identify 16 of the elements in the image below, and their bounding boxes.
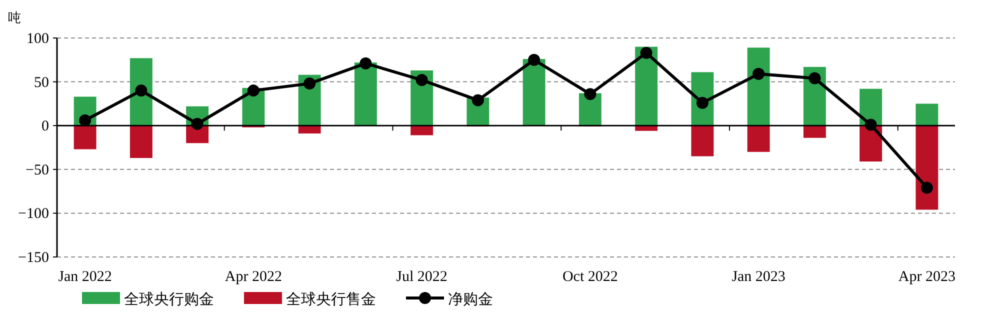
- x-tick-label: Apr 2022: [224, 269, 282, 285]
- y-tick-label: −100: [18, 206, 49, 222]
- x-tick-label: Jan 2022: [58, 269, 112, 285]
- y-tick-label: −150: [18, 250, 49, 266]
- y-tick-label: 0: [42, 118, 49, 135]
- x-tick-label: Jul 2022: [396, 269, 448, 285]
- legend-label: 净购金: [448, 290, 493, 308]
- x-tick-label: Oct 2022: [562, 269, 618, 285]
- x-tick-label: Apr 2023: [898, 269, 956, 285]
- y-tick-label: 50: [34, 74, 49, 91]
- legend-label: 全球央行购金: [124, 290, 214, 308]
- legend-label: 全球央行售金: [286, 290, 376, 308]
- y-tick-label: −50: [26, 162, 49, 178]
- x-tick-label: Jan 2023: [732, 269, 786, 285]
- y-axis-title: 吨: [8, 11, 21, 26]
- y-tick-label: 100: [26, 31, 49, 47]
